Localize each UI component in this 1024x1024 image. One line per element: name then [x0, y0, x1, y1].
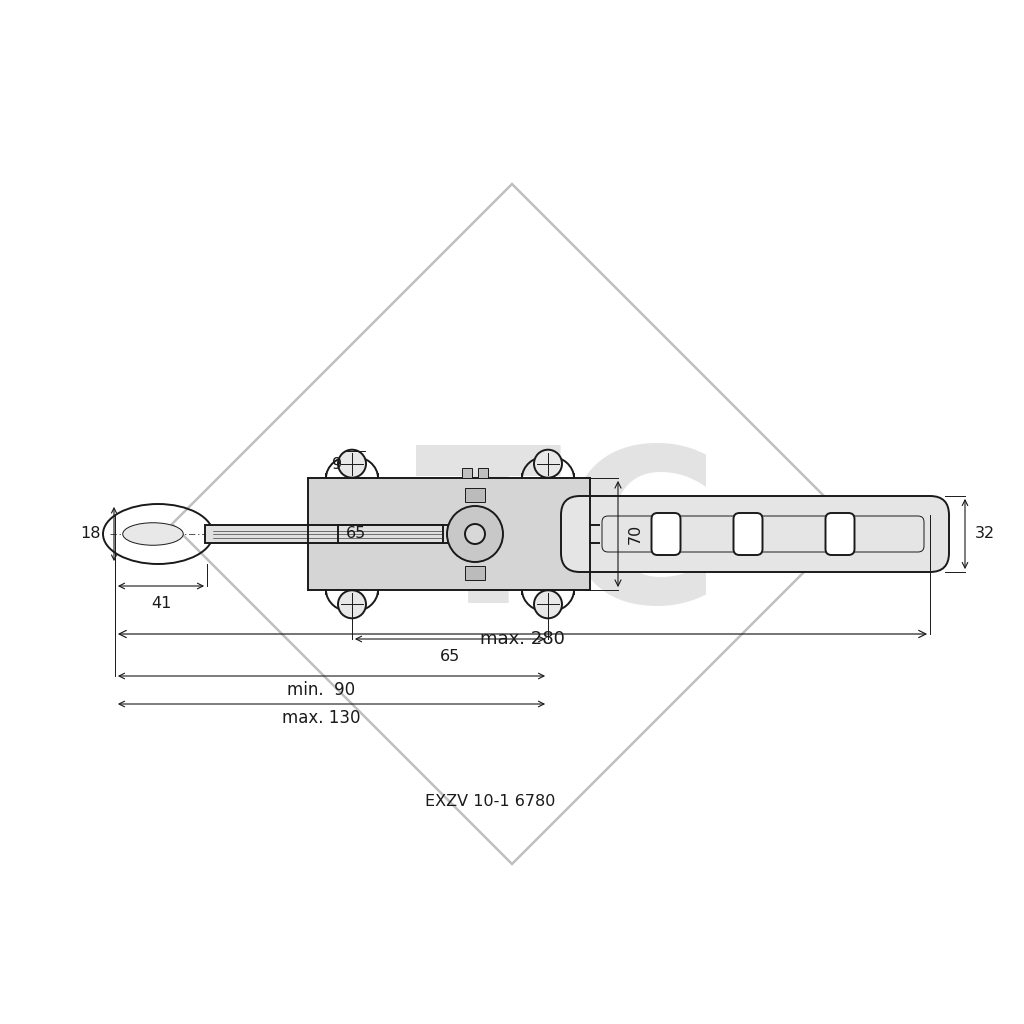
Circle shape [534, 450, 562, 478]
Polygon shape [465, 566, 485, 580]
FancyBboxPatch shape [825, 513, 854, 555]
Polygon shape [338, 525, 443, 543]
Text: 65: 65 [346, 526, 367, 542]
Polygon shape [205, 525, 449, 543]
FancyBboxPatch shape [651, 513, 681, 555]
Circle shape [338, 590, 366, 618]
Polygon shape [465, 488, 485, 502]
Text: 32: 32 [975, 526, 995, 542]
FancyBboxPatch shape [733, 513, 763, 555]
Text: max. 130: max. 130 [283, 709, 360, 727]
Text: min.  90: min. 90 [288, 681, 355, 699]
Text: TC: TC [415, 439, 720, 648]
Text: 18: 18 [81, 526, 101, 542]
Polygon shape [308, 478, 590, 590]
Circle shape [534, 590, 562, 618]
Circle shape [338, 450, 366, 478]
Polygon shape [478, 468, 488, 478]
Polygon shape [462, 468, 472, 478]
Text: 9: 9 [332, 457, 342, 472]
Text: 65: 65 [440, 649, 460, 664]
Ellipse shape [123, 522, 183, 545]
FancyBboxPatch shape [561, 496, 949, 572]
Text: EXZV 10-1 6780: EXZV 10-1 6780 [425, 795, 555, 810]
Text: max. 280: max. 280 [480, 630, 565, 648]
Text: 70: 70 [628, 524, 643, 544]
Text: 41: 41 [151, 596, 171, 611]
Circle shape [447, 506, 503, 562]
Circle shape [465, 524, 485, 544]
